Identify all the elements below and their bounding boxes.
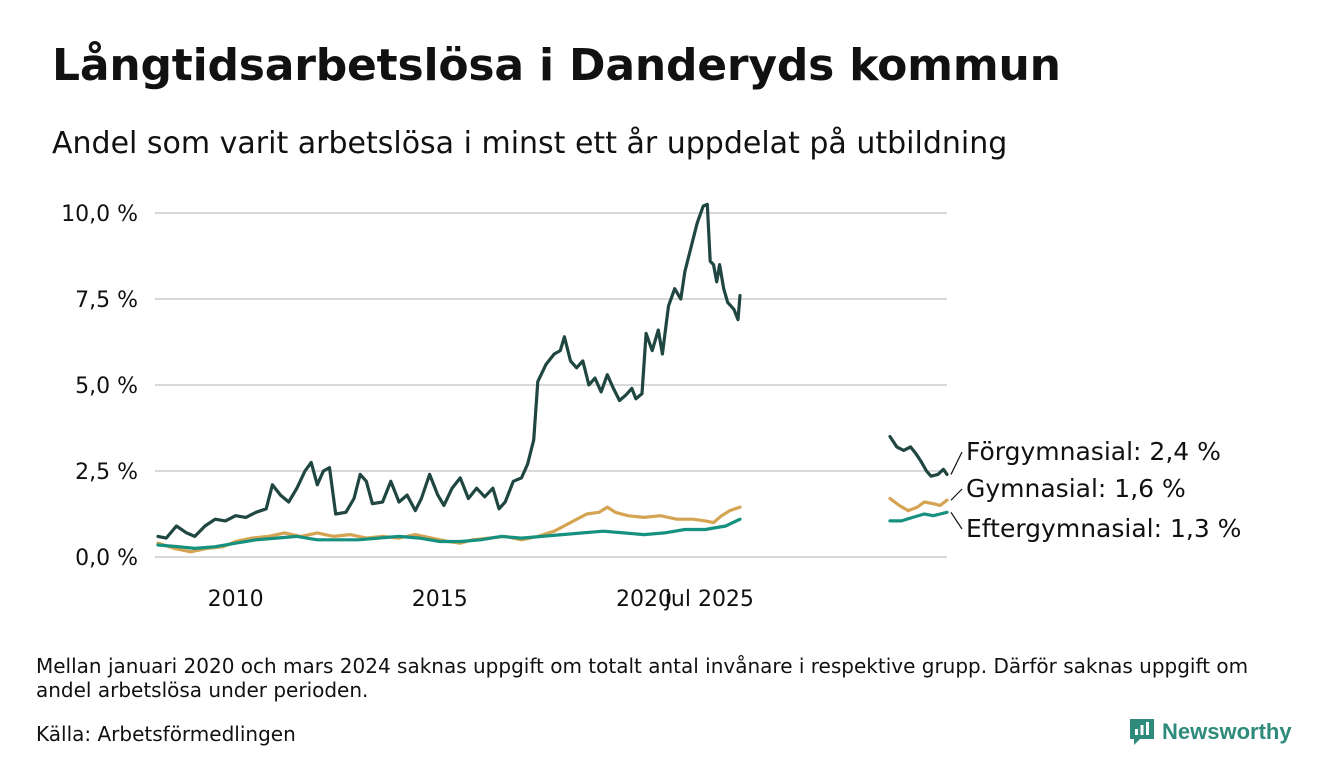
x-tick-label: 2010 bbox=[208, 587, 264, 612]
label-connector bbox=[950, 451, 963, 475]
series-end-labels: Förgymnasial: 2,4 % Gymnasial: 1,6 % Efter… bbox=[950, 437, 1241, 543]
series-line-gymnasial bbox=[156, 505, 742, 554]
chart-title: Långtidsarbetslösa i Danderyds kommun bbox=[52, 40, 1061, 91]
x-tick-label: jul 2025 bbox=[664, 587, 754, 612]
brand-name: Newsworthy bbox=[1162, 719, 1292, 744]
line-chart: 0,0 % 2,5 % 5,0 % 7,5 % 10,0 % 2010 2015 2020j… bbox=[61, 202, 1241, 612]
footnote: Mellan januari 2020 och mars 2024 saknas… bbox=[36, 654, 1249, 702]
brand-logo: Newsworthy bbox=[1128, 717, 1292, 747]
end-label-eftergymnasial: Eftergymnasial: 1,3 % bbox=[966, 514, 1241, 543]
x-tick-label: 2020 bbox=[616, 587, 672, 612]
chart-subtitle: Andel som varit arbetslösa i minst ett å… bbox=[52, 126, 1008, 161]
series-lines bbox=[156, 202, 949, 554]
series-line-eftergymnasial bbox=[156, 517, 742, 550]
series-line-förgymnasial bbox=[156, 202, 742, 540]
end-label-gymnasial: Gymnasial: 1,6 % bbox=[966, 474, 1186, 503]
bar-chart-icon bbox=[1130, 719, 1154, 745]
end-label-förgymnasial: Förgymnasial: 2,4 % bbox=[966, 437, 1221, 466]
y-tick-label: 7,5 % bbox=[75, 288, 138, 313]
series-line-förgymnasial bbox=[888, 435, 949, 478]
source-note: Källa: Arbetsförmedlingen bbox=[36, 722, 296, 746]
y-tick-label: 0,0 % bbox=[75, 546, 138, 571]
x-tick-label: 2015 bbox=[412, 587, 468, 612]
y-tick-label: 5,0 % bbox=[75, 374, 138, 399]
y-tick-label: 2,5 % bbox=[75, 460, 138, 485]
series-line-eftergymnasial bbox=[888, 510, 949, 523]
y-axis-ticks: 0,0 % 2,5 % 5,0 % 7,5 % 10,0 % bbox=[61, 202, 138, 571]
grid-lines bbox=[155, 212, 947, 558]
y-tick-label: 10,0 % bbox=[61, 202, 138, 227]
series-line-gymnasial bbox=[888, 496, 949, 513]
label-connector bbox=[950, 511, 963, 530]
label-connector bbox=[950, 488, 963, 501]
